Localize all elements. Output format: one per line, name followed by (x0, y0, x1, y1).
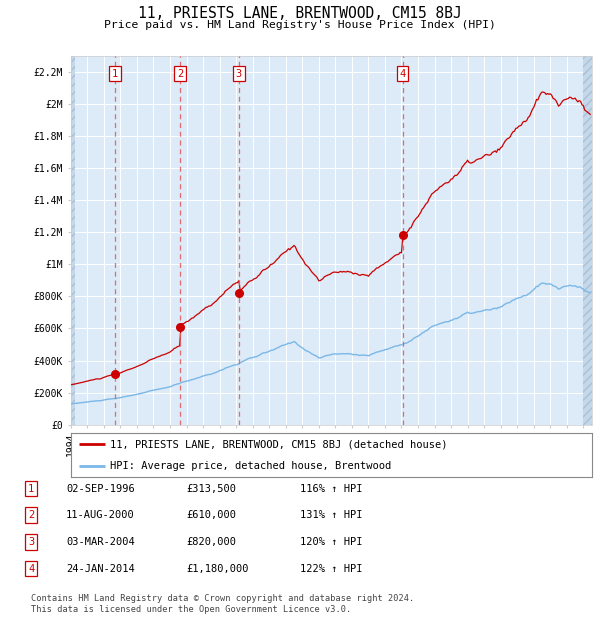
Text: 4: 4 (400, 69, 406, 79)
Text: Price paid vs. HM Land Registry's House Price Index (HPI): Price paid vs. HM Land Registry's House … (104, 20, 496, 30)
Text: 122% ↑ HPI: 122% ↑ HPI (300, 564, 362, 574)
Text: This data is licensed under the Open Government Licence v3.0.: This data is licensed under the Open Gov… (31, 604, 352, 614)
Text: 3: 3 (28, 537, 34, 547)
Text: 11, PRIESTS LANE, BRENTWOOD, CM15 8BJ (detached house): 11, PRIESTS LANE, BRENTWOOD, CM15 8BJ (d… (110, 440, 448, 450)
Polygon shape (71, 56, 75, 425)
Text: 2: 2 (28, 510, 34, 520)
Text: 11, PRIESTS LANE, BRENTWOOD, CM15 8BJ: 11, PRIESTS LANE, BRENTWOOD, CM15 8BJ (138, 6, 462, 21)
Text: 3: 3 (236, 69, 242, 79)
Text: 03-MAR-2004: 03-MAR-2004 (66, 537, 135, 547)
Text: 1: 1 (112, 69, 118, 79)
Text: 4: 4 (28, 564, 34, 574)
Text: £820,000: £820,000 (186, 537, 236, 547)
Text: 02-SEP-1996: 02-SEP-1996 (66, 484, 135, 494)
Text: Contains HM Land Registry data © Crown copyright and database right 2024.: Contains HM Land Registry data © Crown c… (31, 593, 415, 603)
Text: 24-JAN-2014: 24-JAN-2014 (66, 564, 135, 574)
Text: 116% ↑ HPI: 116% ↑ HPI (300, 484, 362, 494)
Text: £1,180,000: £1,180,000 (186, 564, 248, 574)
Text: 11-AUG-2000: 11-AUG-2000 (66, 510, 135, 520)
Text: £610,000: £610,000 (186, 510, 236, 520)
Text: £313,500: £313,500 (186, 484, 236, 494)
Text: HPI: Average price, detached house, Brentwood: HPI: Average price, detached house, Bren… (110, 461, 391, 471)
Polygon shape (583, 56, 592, 425)
Text: 120% ↑ HPI: 120% ↑ HPI (300, 537, 362, 547)
Text: 1: 1 (28, 484, 34, 494)
Text: 2: 2 (177, 69, 183, 79)
Text: 131% ↑ HPI: 131% ↑ HPI (300, 510, 362, 520)
